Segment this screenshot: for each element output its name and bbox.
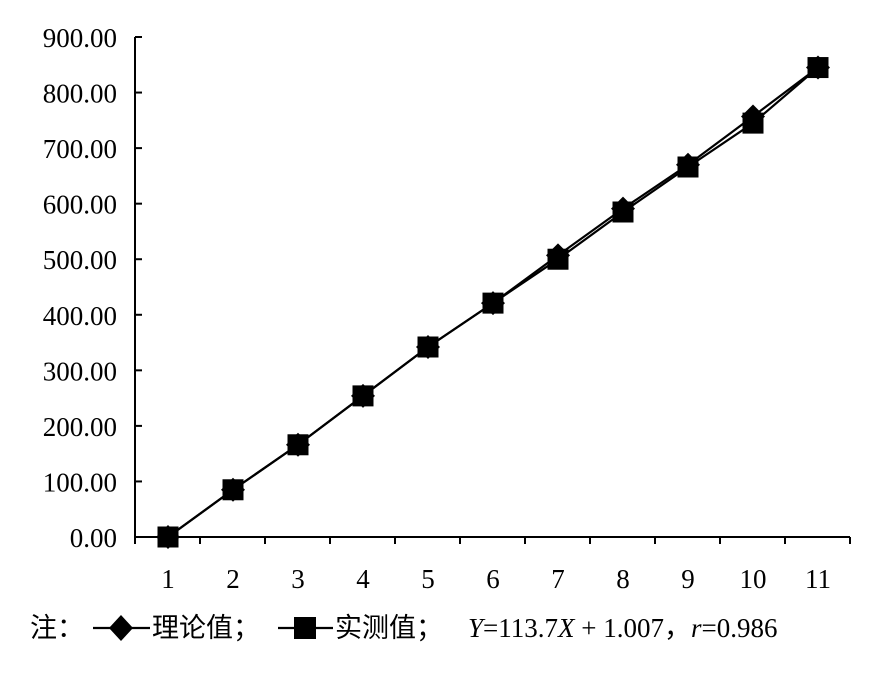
x-tick-label: 7 xyxy=(551,564,565,594)
data-point-square xyxy=(742,112,764,134)
x-tick-label: 4 xyxy=(356,564,370,594)
data-point-square xyxy=(157,526,179,548)
data-point-square xyxy=(417,336,439,358)
series-measured xyxy=(157,57,829,548)
data-point-square xyxy=(482,292,504,314)
y-tick-label: 100.00 xyxy=(43,467,117,497)
legend-separator: ； xyxy=(416,613,443,643)
y-tick-label: 300.00 xyxy=(43,356,117,386)
series-layer xyxy=(156,55,830,549)
x-tick-label: 8 xyxy=(616,564,630,594)
x-axis-ticks: 1 2 3 4 5 6 7 8 9 10 11 xyxy=(134,537,851,594)
eq-r: r xyxy=(691,613,702,643)
y-tick-label: 600.00 xyxy=(43,190,117,220)
legend-separator: ； xyxy=(233,613,260,643)
y-tick-label: 700.00 xyxy=(43,134,117,164)
eq-slope: =113.7 xyxy=(483,613,558,643)
y-tick-label: 400.00 xyxy=(43,301,117,331)
x-tick-label: 3 xyxy=(291,564,305,594)
y-axis-ticks: 0.00 100.00 200.00 300.00 400.00 500.00 600.00… xyxy=(43,23,142,553)
legend-label-measured: 实测值 xyxy=(335,613,416,643)
data-point-square xyxy=(612,201,634,223)
y-tick-label: 500.00 xyxy=(43,245,117,275)
legend-marker-square xyxy=(294,617,316,639)
eq-r-value: =0.986 xyxy=(702,613,778,643)
legend-prefix: 注： xyxy=(30,613,84,643)
x-tick-label: 9 xyxy=(681,564,695,594)
data-point-square xyxy=(352,385,374,407)
x-tick-label: 2 xyxy=(226,564,240,594)
x-tick-label: 11 xyxy=(805,564,831,594)
regression-equation: Y=113.7X + 1.007，r=0.986 xyxy=(468,613,778,643)
x-tick-label: 5 xyxy=(421,564,435,594)
legend-label-theory: 理论值 xyxy=(152,613,233,643)
data-point-square xyxy=(287,434,309,456)
x-tick-label: 10 xyxy=(740,564,767,594)
data-point-square xyxy=(547,248,569,270)
eq-intercept: + 1.007， xyxy=(575,613,691,643)
y-tick-label: 0.00 xyxy=(70,523,117,553)
y-tick-label: 200.00 xyxy=(43,412,117,442)
axes xyxy=(134,37,850,538)
y-tick-label: 800.00 xyxy=(43,79,117,109)
legend: 注： 理论值 ； 实测值 ； Y=113.7X + 1.007，r=0.986 xyxy=(30,613,778,643)
x-tick-label: 1 xyxy=(161,564,175,594)
legend-marker-diamond xyxy=(109,615,133,641)
eq-y: Y xyxy=(468,613,486,643)
x-tick-label: 6 xyxy=(486,564,500,594)
data-point-square xyxy=(807,57,829,79)
y-tick-label: 900.00 xyxy=(43,23,117,53)
data-point-square xyxy=(677,156,699,178)
data-point-square xyxy=(222,479,244,501)
eq-x: X xyxy=(557,613,576,643)
